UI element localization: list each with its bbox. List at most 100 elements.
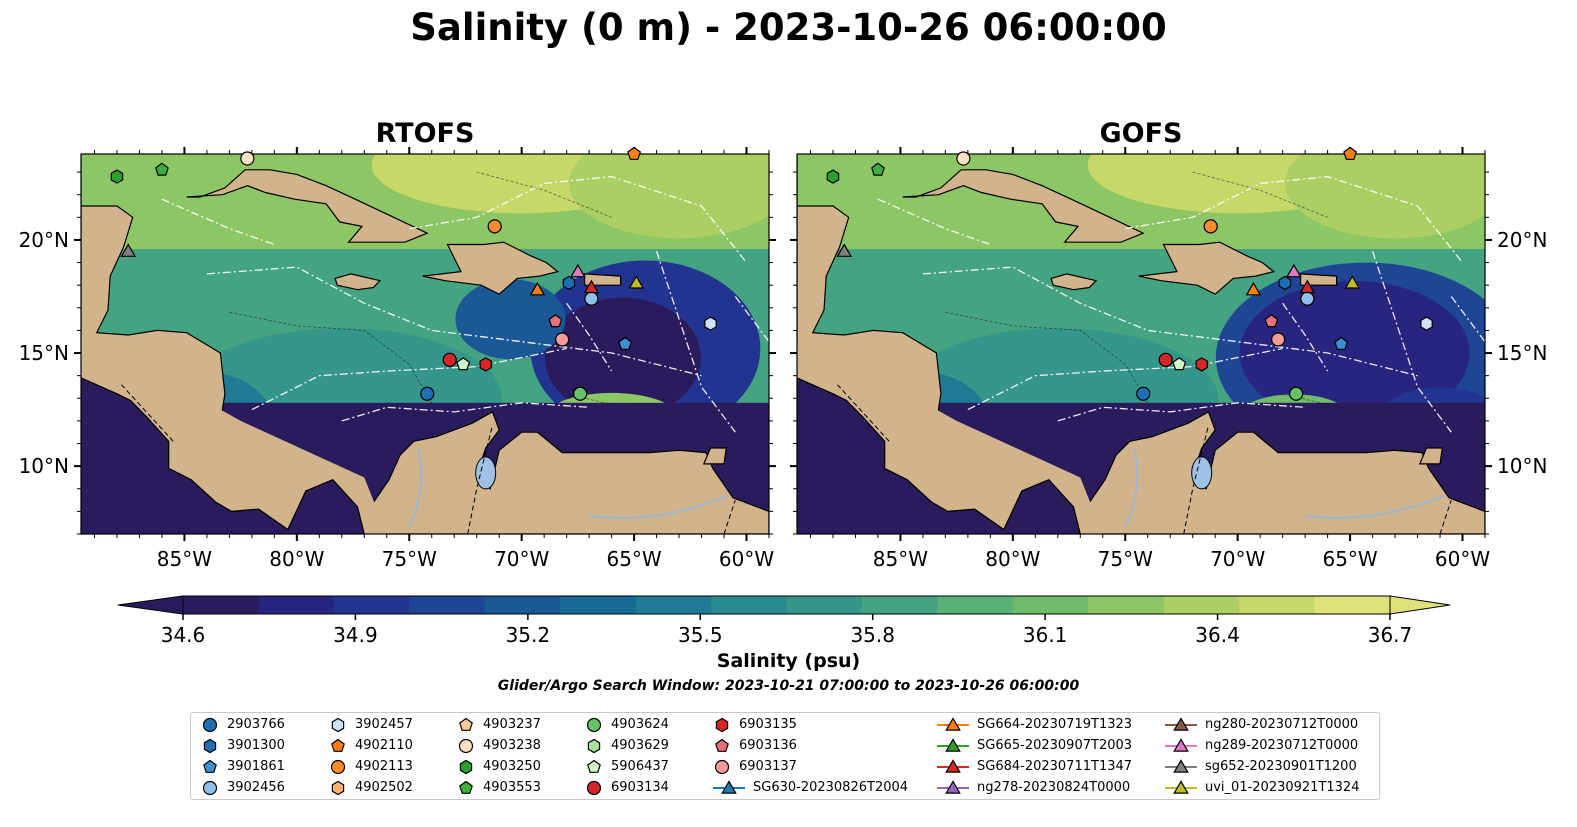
legend-label: SG664-20230719T1323 xyxy=(977,717,1133,732)
legend-label: 4903237 xyxy=(483,717,541,732)
legend-item: 4903624 xyxy=(583,714,669,735)
legend-label: 4903629 xyxy=(611,738,669,753)
colorbar-bin xyxy=(1163,596,1240,614)
legend-label: ng278-20230824T0000 xyxy=(977,780,1131,795)
legend-item: 6903134 xyxy=(583,777,669,798)
figure-title: Salinity (0 m) - 2023-10-26 06:00:00 xyxy=(410,6,1167,49)
colorbar-label: Salinity (psu) xyxy=(716,650,861,672)
lat-tick-label: 10°N xyxy=(1497,454,1547,478)
legend-item: 3901300 xyxy=(199,735,285,756)
hexagon-marker-icon xyxy=(331,717,345,732)
lat-tick-label: 20°N xyxy=(1497,228,1547,252)
observation-marker xyxy=(555,332,570,347)
observation-marker xyxy=(627,146,642,160)
observation-marker xyxy=(1420,316,1433,331)
observation-marker xyxy=(1245,281,1262,296)
legend-item: 6903137 xyxy=(711,756,797,777)
lon-tick-label: 80°W xyxy=(269,547,324,571)
observation-marker xyxy=(456,357,471,371)
circle-marker-icon xyxy=(330,759,346,774)
legend-item: 4903553 xyxy=(455,777,541,798)
legend-item: 4903250 xyxy=(455,756,541,777)
panel-title-rtofs: RTOFS xyxy=(375,118,475,149)
colorbar-bin xyxy=(711,596,787,614)
observation-marker xyxy=(836,243,853,257)
pentagon-marker-icon xyxy=(459,780,473,794)
lon-tick-label: 75°W xyxy=(1098,547,1153,571)
colorbar: 34.6 34.9 35.2 35.5 35.8 36.1 36.4 36.7 xyxy=(117,595,1451,647)
lon-tick-label: 65°W xyxy=(606,547,661,571)
lon-tick-label: 60°W xyxy=(1435,547,1490,571)
circle-marker-icon xyxy=(714,759,730,774)
observation-marker xyxy=(562,275,576,291)
observation-marker xyxy=(487,219,502,234)
legend-label: 4903624 xyxy=(611,717,669,732)
legend-item: ng289-20230712T0000 xyxy=(1163,735,1358,756)
search-window-note: Glider/Argo Search Window: 2023-10-21 07… xyxy=(497,678,1080,694)
observation-marker xyxy=(573,386,588,401)
legend-label: SG630-20230826T2004 xyxy=(753,780,909,795)
hexagon-marker-icon xyxy=(587,738,601,753)
colorbar-tick-label: 34.6 xyxy=(161,623,206,647)
legend-item: 6903135 xyxy=(711,714,797,735)
colorbar-tick-label: 36.7 xyxy=(1368,623,1413,647)
observation-marker xyxy=(956,151,971,166)
legend-item: ng278-20230824T0000 xyxy=(935,777,1130,798)
legend-item: 5906437 xyxy=(583,756,669,777)
legend-item: SG664-20230719T1323 xyxy=(935,714,1132,735)
observation-marker xyxy=(1344,275,1361,289)
legend-label: SG665-20230907T2003 xyxy=(977,738,1133,753)
axis-ticks-rtofs xyxy=(74,147,776,541)
observation-marker xyxy=(120,243,137,257)
legend-label: 4903250 xyxy=(483,759,541,774)
observation-markers-gofs xyxy=(826,146,1433,401)
legend-label: 3901861 xyxy=(227,759,285,774)
observation-marker xyxy=(826,169,840,184)
circle-marker-icon xyxy=(458,738,474,753)
circle-marker-icon xyxy=(202,780,218,795)
hexagon-marker-icon xyxy=(203,738,217,753)
colorbar-bin xyxy=(1088,596,1165,614)
observation-markers-rtofs xyxy=(110,146,717,401)
lon-tick-label: 85°W xyxy=(157,547,212,571)
legend-item: SG665-20230907T2003 xyxy=(935,735,1132,756)
lon-tick-label: 65°W xyxy=(1322,547,1377,571)
colorbar-bin xyxy=(786,596,863,614)
observation-marker xyxy=(570,263,586,278)
hexagon-marker-icon xyxy=(459,759,473,774)
colorbar-bin xyxy=(937,596,1014,614)
legend-label: 3902457 xyxy=(355,717,413,732)
colorbar-extend-max xyxy=(1389,595,1451,615)
legend-label: 2903766 xyxy=(227,717,285,732)
legend-label: 6903136 xyxy=(739,738,797,753)
circle-marker-icon xyxy=(586,717,602,732)
colorbar-bin xyxy=(1012,596,1089,614)
observation-marker xyxy=(1343,146,1358,160)
observation-marker xyxy=(1195,357,1208,372)
legend-label: 4903238 xyxy=(483,738,541,753)
colorbar-bin xyxy=(258,596,335,614)
legend-label: 4902502 xyxy=(355,780,413,795)
observation-marker xyxy=(1289,386,1304,401)
legend-label: 3902456 xyxy=(227,780,285,795)
legend-item: 3902456 xyxy=(199,777,285,798)
lon-tick-label: 70°W xyxy=(1210,547,1265,571)
legend-item: sg652-20230901T1200 xyxy=(1163,756,1357,777)
observation-marker xyxy=(1271,332,1286,347)
legend-item: uvi_01-20230921T1324 xyxy=(1163,777,1359,798)
observation-marker xyxy=(240,151,255,166)
observation-marker xyxy=(871,162,885,176)
map-gofs: 85°W 80°W 75°W 70°W 65°W 60°W 10°N 15°N 20°N xyxy=(790,146,1547,571)
legend-label: SG684-20230711T1347 xyxy=(977,759,1133,774)
legend-item: 6903136 xyxy=(711,735,797,756)
observation-marker xyxy=(442,352,457,367)
legend-item: 4903238 xyxy=(455,735,541,756)
lon-tick-label: 75°W xyxy=(382,547,437,571)
legend-label: 6903134 xyxy=(611,780,669,795)
legend-item: 4903629 xyxy=(583,735,669,756)
observation-marker xyxy=(1278,275,1292,291)
legend-item: ng280-20230712T0000 xyxy=(1163,714,1358,735)
triangle-marker-icon xyxy=(713,779,745,794)
hexagon-marker-icon xyxy=(331,780,345,795)
